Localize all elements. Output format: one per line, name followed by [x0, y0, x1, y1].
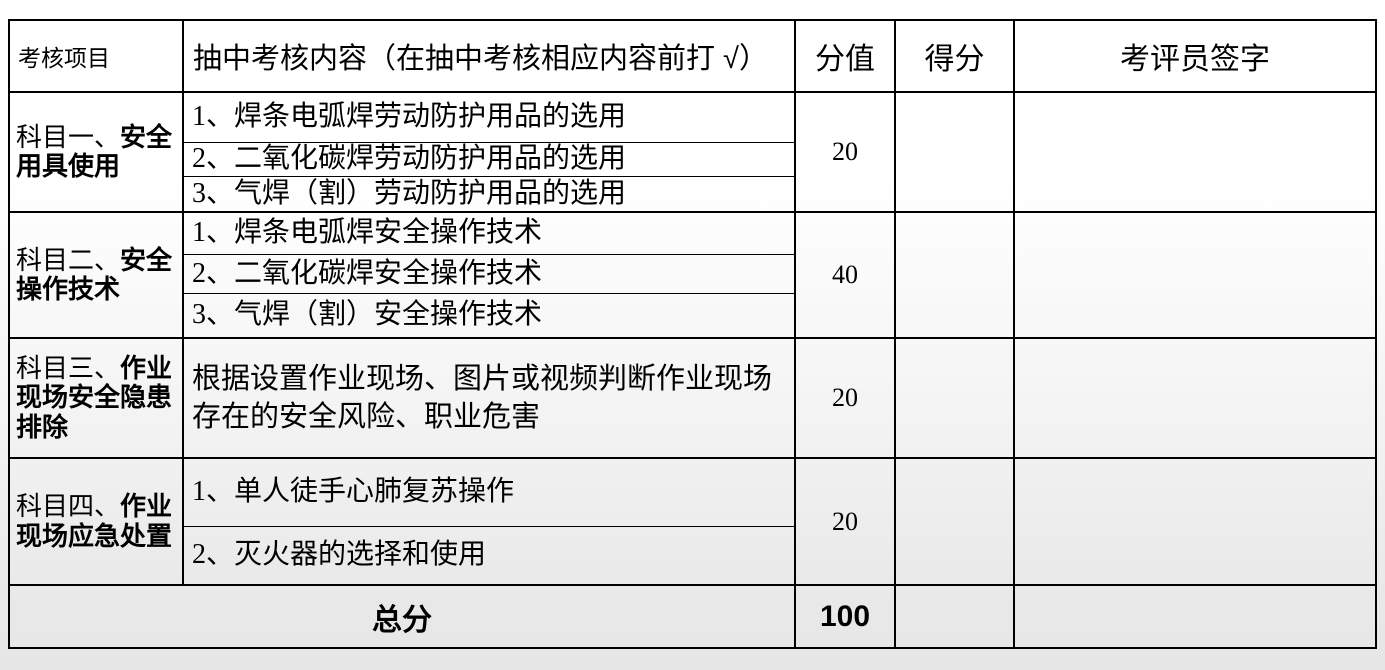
- header-obtained-cell: 得分: [894, 19, 1015, 93]
- section-4-score-cell: 20: [794, 457, 896, 586]
- total-signature-cell[interactable]: [1013, 584, 1377, 649]
- table-row: 2、灭火器的选择和使用: [9, 525, 1376, 586]
- section-4-obtained-cell[interactable]: [894, 457, 1015, 586]
- section-2-title-bold: 安全操作技术: [16, 244, 173, 304]
- section-1-item-3-cell: 3、气焊（割）劳动防护用品的选用: [182, 175, 796, 213]
- header-score-cell: 分值: [794, 19, 896, 93]
- total-label-cell: 总分: [8, 584, 796, 649]
- section-1-title-bold: 安全用具使用: [16, 121, 173, 181]
- section-3-obtained-cell[interactable]: [894, 337, 1015, 459]
- total-obtained-cell[interactable]: [894, 584, 1015, 649]
- section-4-item-2-cell: 2、灭火器的选择和使用: [182, 525, 796, 586]
- table-row: 科目四、作业现场应急处置 1、单人徒手心肺复苏操作 20: [8, 457, 1377, 586]
- section-4-title-bold: 作业现场应急处置: [16, 491, 173, 551]
- assessment-table: 考核项目 抽中考核内容（在抽中考核相应内容前打 √） 分值 得分 考评员签字 科…: [8, 19, 1377, 649]
- section-1-item-1-cell: 1、焊条电弧焊劳动防护用品的选用: [182, 91, 796, 143]
- section-2-item-2-cell: 2、二氧化碳焊安全操作技术: [182, 253, 796, 294]
- table-row: 科目一、安全用具使用 1、焊条电弧焊劳动防护用品的选用 20: [8, 91, 1377, 213]
- section-4-title-prefix: 科目四、: [16, 491, 121, 522]
- header-row: 考核项目 抽中考核内容（在抽中考核相应内容前打 √） 分值 得分 考评员签字: [8, 19, 1377, 93]
- section-2-item-1-cell: 1、焊条电弧焊安全操作技术: [182, 211, 796, 255]
- header-content-cell: 抽中考核内容（在抽中考核相应内容前打 √）: [182, 19, 796, 93]
- header-signature-cell: 考评员签字: [1013, 19, 1377, 93]
- table-row: 3、气焊（割）安全操作技术: [9, 292, 1376, 339]
- section-2-title-cell: 科目二、安全操作技术: [8, 211, 184, 339]
- section-1-item-2-cell: 2、二氧化碳焊劳动防护用品的选用: [182, 141, 796, 177]
- section-1-title-prefix: 科目一、: [16, 121, 121, 152]
- header-item-cell: 考核项目: [8, 19, 184, 93]
- section-2-title-prefix: 科目二、: [16, 244, 121, 275]
- table-row: 3、气焊（割）劳动防护用品的选用: [9, 175, 1376, 213]
- section-3-title-bold: 作业现场安全隐患排除: [16, 353, 173, 442]
- section-1-title-cell: 科目一、安全用具使用: [8, 91, 184, 213]
- section-1-signature-cell[interactable]: [1013, 91, 1377, 213]
- section-4-title-cell: 科目四、作业现场应急处置: [8, 457, 184, 586]
- total-score-cell: 100: [794, 584, 896, 649]
- section-3-title-cell: 科目三、作业现场安全隐患排除: [8, 337, 184, 459]
- table-row: 2、二氧化碳焊劳动防护用品的选用: [9, 141, 1376, 177]
- section-4-signature-cell[interactable]: [1013, 457, 1377, 586]
- section-3-content-cell: 根据设置作业现场、图片或视频判断作业现场存在的安全风险、职业危害: [182, 337, 796, 459]
- table-row: 科目三、作业现场安全隐患排除 根据设置作业现场、图片或视频判断作业现场存在的安全…: [8, 337, 1377, 459]
- section-2-signature-cell[interactable]: [1013, 211, 1377, 339]
- table-row: 科目二、安全操作技术 1、焊条电弧焊安全操作技术 40: [8, 211, 1377, 339]
- section-2-obtained-cell[interactable]: [894, 211, 1015, 339]
- section-2-item-3-cell: 3、气焊（割）安全操作技术: [182, 292, 796, 339]
- section-3-signature-cell[interactable]: [1013, 337, 1377, 459]
- total-row: 总分 100: [8, 584, 1377, 649]
- section-1-score-cell: 20: [794, 91, 896, 213]
- table-row: 2、二氧化碳焊安全操作技术: [9, 253, 1376, 294]
- section-2-score-cell: 40: [794, 211, 896, 339]
- section-3-title-prefix: 科目三、: [16, 353, 121, 384]
- section-3-score-cell: 20: [794, 337, 896, 459]
- section-4-item-1-cell: 1、单人徒手心肺复苏操作: [182, 457, 796, 527]
- section-1-obtained-cell[interactable]: [894, 91, 1015, 213]
